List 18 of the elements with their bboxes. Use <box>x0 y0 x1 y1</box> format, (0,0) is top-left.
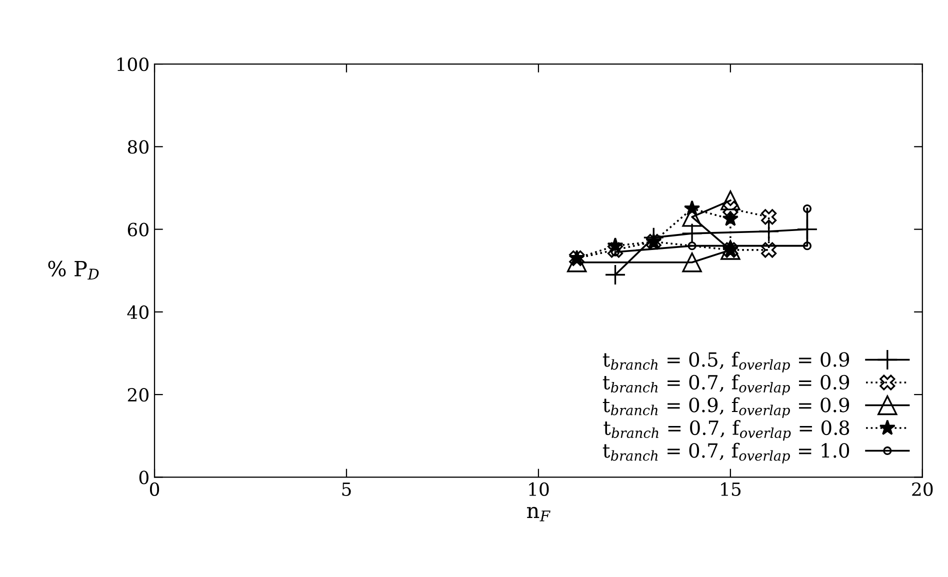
x-axis-title: n$_{F}$ <box>527 506 550 522</box>
legend-label: t$_{branch}$ = 0.7, f$_{overlap}$ = 0.9 <box>602 374 850 396</box>
y-tick-label: 0 <box>139 470 148 484</box>
x-tick-label: 15 <box>721 482 741 496</box>
legend-label: t$_{branch}$ = 0.5, f$_{overlap}$ = 0.9 <box>602 352 850 372</box>
legend-label: t$_{branch}$ = 0.9, f$_{overlap}$ = 0.9 <box>602 397 850 418</box>
y-tick-label: 20 <box>128 388 148 402</box>
y-tick-label: 40 <box>127 305 148 320</box>
x-tick-label: 0 <box>150 482 160 496</box>
y-tick-label: 100 <box>117 58 148 72</box>
legend-label: t$_{branch}$ = 0.7, f$_{overlap}$ = 1.0 <box>602 442 850 464</box>
legend-label: t$_{branch}$ = 0.7, f$_{overlap}$ = 0.8 <box>604 420 850 441</box>
y-axis-title: % P$_{D}$ <box>48 260 99 280</box>
x-tick-label: 5 <box>342 482 351 496</box>
x-tick-label: 10 <box>529 482 549 496</box>
y-tick-label: 60 <box>128 222 148 236</box>
x-tick-label: 20 <box>912 482 933 496</box>
y-tick-label: 80 <box>128 140 148 154</box>
